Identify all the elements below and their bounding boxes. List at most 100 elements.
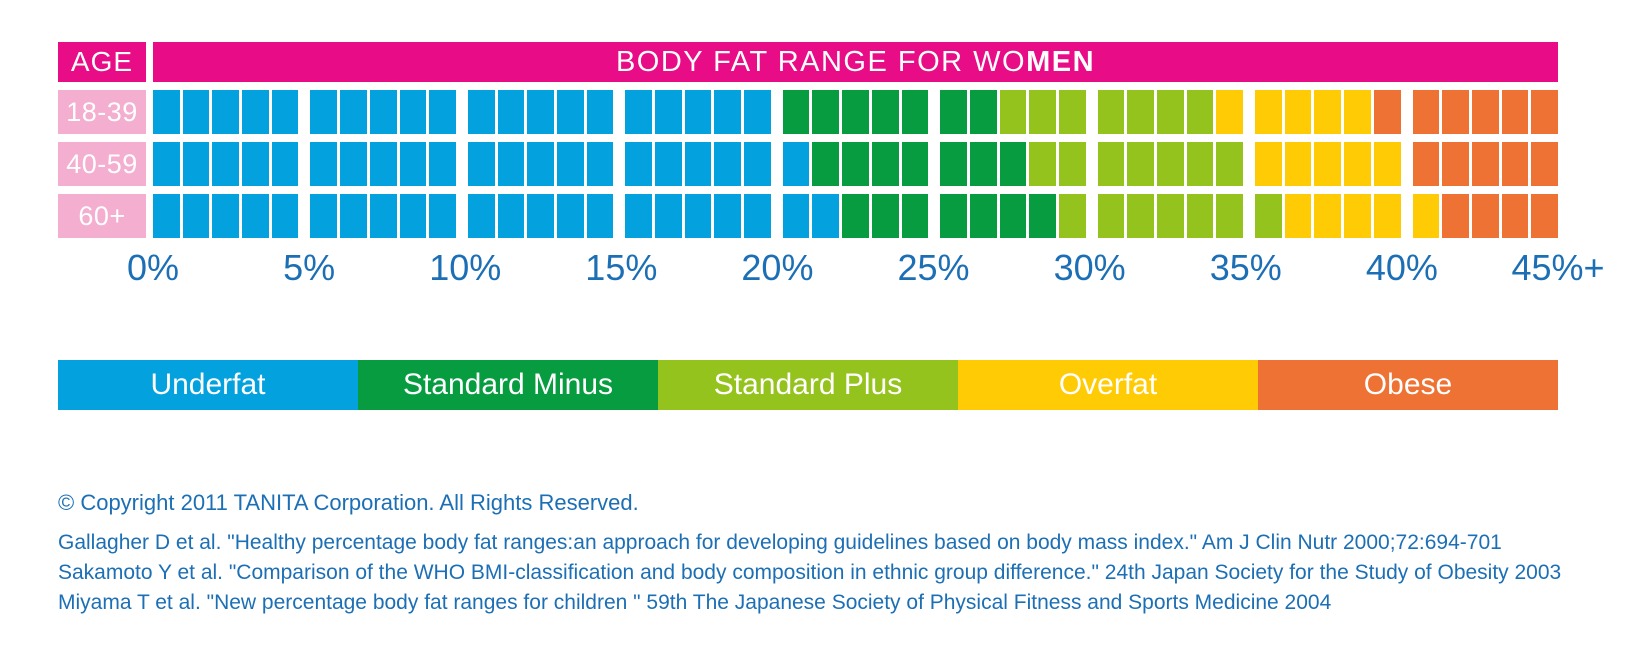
age-header-cell: AGE [58,42,146,82]
body-fat-grid: AGE BODY FAT RANGE FOR WOMEN 18-39 40-59… [58,42,1605,290]
bodyfat-cell [1373,142,1401,186]
cell-group [940,142,1086,186]
cell-group [940,90,1086,134]
bodyfat-cell [369,142,397,186]
bodyfat-cell [744,90,771,134]
cell-group [782,90,929,134]
bodyfat-cell [1412,142,1440,186]
bodyfat-cell [340,142,367,186]
cell-group [310,90,456,134]
cell-group [467,90,614,134]
bodyfat-cell [497,194,525,238]
bodyfat-cell [182,90,210,134]
bodyfat-cell [782,194,810,238]
bodyfat-cell [556,194,584,238]
bodyfat-cell [556,142,584,186]
bodyfat-cell [999,90,1027,134]
bodyfat-cell [684,142,712,186]
bodyfat-cell [497,90,525,134]
bodyfat-cell [684,90,712,134]
bodyfat-cell [399,142,427,186]
bodyfat-cell [271,194,299,238]
bodyfat-cell [901,194,929,238]
bodyfat-cell [1314,194,1342,238]
bodyfat-cell [744,142,771,186]
bodyfat-cell [744,194,771,238]
cell-group [1255,90,1401,134]
bodyfat-cell [871,142,899,186]
bodyfat-cell [1471,194,1499,238]
legend-item-standard_minus: Standard Minus [358,360,658,410]
bodyfat-cell [655,142,682,186]
bodyfat-cell [1531,194,1558,238]
cell-group [1255,142,1401,186]
bodyfat-cell [467,90,495,134]
age-row-60-plus: 60+ [58,194,1558,238]
axis-tick-1: 5% [283,247,336,288]
bodyfat-cell [429,142,456,186]
bodyfat-cell [842,142,869,186]
chart-title-bold: MEN [1026,45,1096,78]
bodyfat-cell [940,90,967,134]
bodyfat-cell [212,194,240,238]
bodyfat-cell [1127,194,1154,238]
bodyfat-cell [310,194,338,238]
bodyfat-cell [497,142,525,186]
bodyfat-cell [969,194,997,238]
bodyfat-cell [586,90,614,134]
cell-group [1097,142,1244,186]
age-row-label: 60+ [58,194,146,238]
bodyfat-cell [1255,142,1282,186]
bodyfat-cell [1412,194,1440,238]
bodyfat-cell [1029,194,1056,238]
axis-tick-7: 35% [1209,247,1282,288]
bodyfat-cell [871,194,899,238]
bodyfat-cell [655,194,682,238]
bodyfat-cell [1284,194,1312,238]
bodyfat-cell [999,142,1027,186]
bodyfat-cell [969,142,997,186]
bodyfat-cell [940,142,967,186]
age-row-40-59: 40-59 [58,142,1558,186]
bodyfat-cell [842,194,869,238]
legend-item-overfat: Overfat [958,360,1258,410]
bodyfat-cell [1471,142,1499,186]
bodyfat-cell [429,194,456,238]
bodyfat-cell [1157,142,1184,186]
cell-group [940,194,1086,238]
bodyfat-cell [527,90,554,134]
chart-title: BODY FAT RANGE FOR WOMEN [615,45,1096,78]
bodyfat-cell [1097,90,1125,134]
bodyfat-cell [212,90,240,134]
bodyfat-cell [1058,90,1086,134]
bodyfat-cell [527,142,554,186]
bodyfat-cell [999,194,1027,238]
bodyfat-cell [1186,194,1214,238]
age-row-label: 40-59 [58,142,146,186]
x-axis: 0% 5% 10% 15% 20% 25% 30% 35% 40% 45%+ [127,246,1605,290]
bodyfat-cell [1373,194,1401,238]
bodyfat-cell [1157,194,1184,238]
cell-group [1097,194,1244,238]
cell-group [1412,142,1558,186]
citation-line: Sakamoto Y et al. "Comparison of the WHO… [58,561,1562,584]
bodyfat-cell [1186,90,1214,134]
bodyfat-cell [340,194,367,238]
citation-line: Gallagher D et al. "Healthy percentage b… [58,531,1502,554]
bodyfat-cell [1442,142,1469,186]
bodyfat-cell [1531,90,1558,134]
bodyfat-cell [1471,90,1499,134]
bodyfat-cell [625,142,652,186]
bodyfat-cell [271,142,299,186]
bodyfat-cell [399,90,427,134]
cell-group [1255,194,1401,238]
bodyfat-cell [871,90,899,134]
bodyfat-cell [812,194,840,238]
bodyfat-cell [714,90,742,134]
bodyfat-cell [969,90,997,134]
bodyfat-cell [399,194,427,238]
axis-tick-2: 10% [429,247,502,288]
bodyfat-cell [812,142,840,186]
bodyfat-cell [369,194,397,238]
header-row: AGE BODY FAT RANGE FOR WOMEN [58,42,1558,82]
